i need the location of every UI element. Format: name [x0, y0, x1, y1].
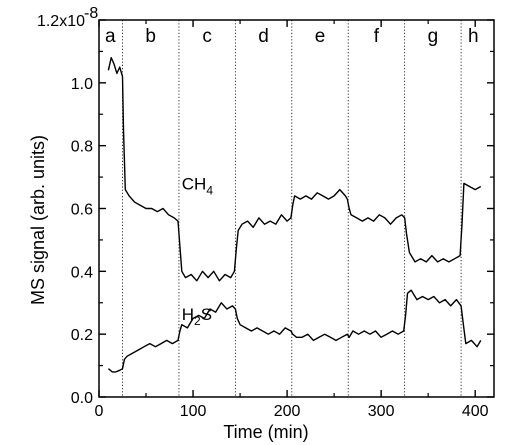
region-label-f: f	[374, 26, 380, 47]
x-tick-label: 0	[95, 403, 104, 420]
series-lines	[107, 57, 482, 373]
region-label-c: c	[202, 26, 212, 47]
series-label-1: H2S	[182, 305, 212, 328]
series-line-1	[107, 289, 482, 373]
region-label-h: h	[468, 26, 479, 47]
region-label-d: d	[258, 26, 269, 47]
region-label-e: e	[315, 26, 326, 47]
region-label-a: a	[105, 26, 116, 47]
y-tick-label: 0.4	[71, 264, 93, 281]
series-label-0: CH4	[182, 175, 214, 198]
labels: 0 100 200 300 400 0.0 0.2 0.4 0.6 0.8 1.0 1.2x10 -8 a…	[37, 5, 489, 420]
region-label-g: g	[428, 26, 439, 47]
plot-frame	[98, 19, 495, 398]
x-axis-label: Time (min)	[223, 422, 308, 442]
region-label-b: b	[145, 26, 156, 47]
y-tick-label: 0.6	[71, 202, 93, 219]
y-tick-label: 1.2x10	[37, 13, 85, 30]
series-line-0	[107, 57, 482, 282]
y-tick-label: 0.0	[71, 390, 93, 407]
x-tick-label: 400	[462, 403, 489, 420]
y-tick-label: 0.8	[71, 139, 93, 156]
y-tick-label: 1.0	[71, 76, 93, 93]
y-tick-exponent: -8	[84, 5, 98, 22]
axis-ticks	[98, 19, 494, 398]
x-tick-label: 200	[274, 403, 301, 420]
y-axis-label: MS signal (arb. units)	[28, 135, 48, 305]
x-tick-label: 300	[368, 403, 395, 420]
x-tick-label: 100	[180, 403, 207, 420]
y-tick-label: 0.2	[71, 327, 93, 344]
